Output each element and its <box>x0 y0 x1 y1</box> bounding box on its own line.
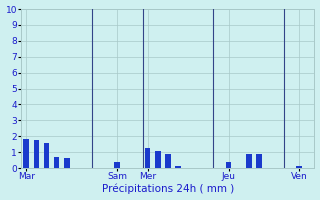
Bar <box>165 154 171 168</box>
Bar <box>115 162 120 168</box>
Bar <box>155 151 161 168</box>
Bar <box>54 157 60 168</box>
Bar <box>44 143 49 168</box>
Bar <box>145 148 150 168</box>
X-axis label: Précipitations 24h ( mm ): Précipitations 24h ( mm ) <box>102 184 234 194</box>
Bar <box>23 139 29 168</box>
Bar <box>64 158 69 168</box>
Bar <box>297 166 302 168</box>
Bar <box>256 154 262 168</box>
Bar <box>226 162 231 168</box>
Bar <box>34 140 39 168</box>
Bar <box>246 154 252 168</box>
Bar <box>175 166 181 168</box>
